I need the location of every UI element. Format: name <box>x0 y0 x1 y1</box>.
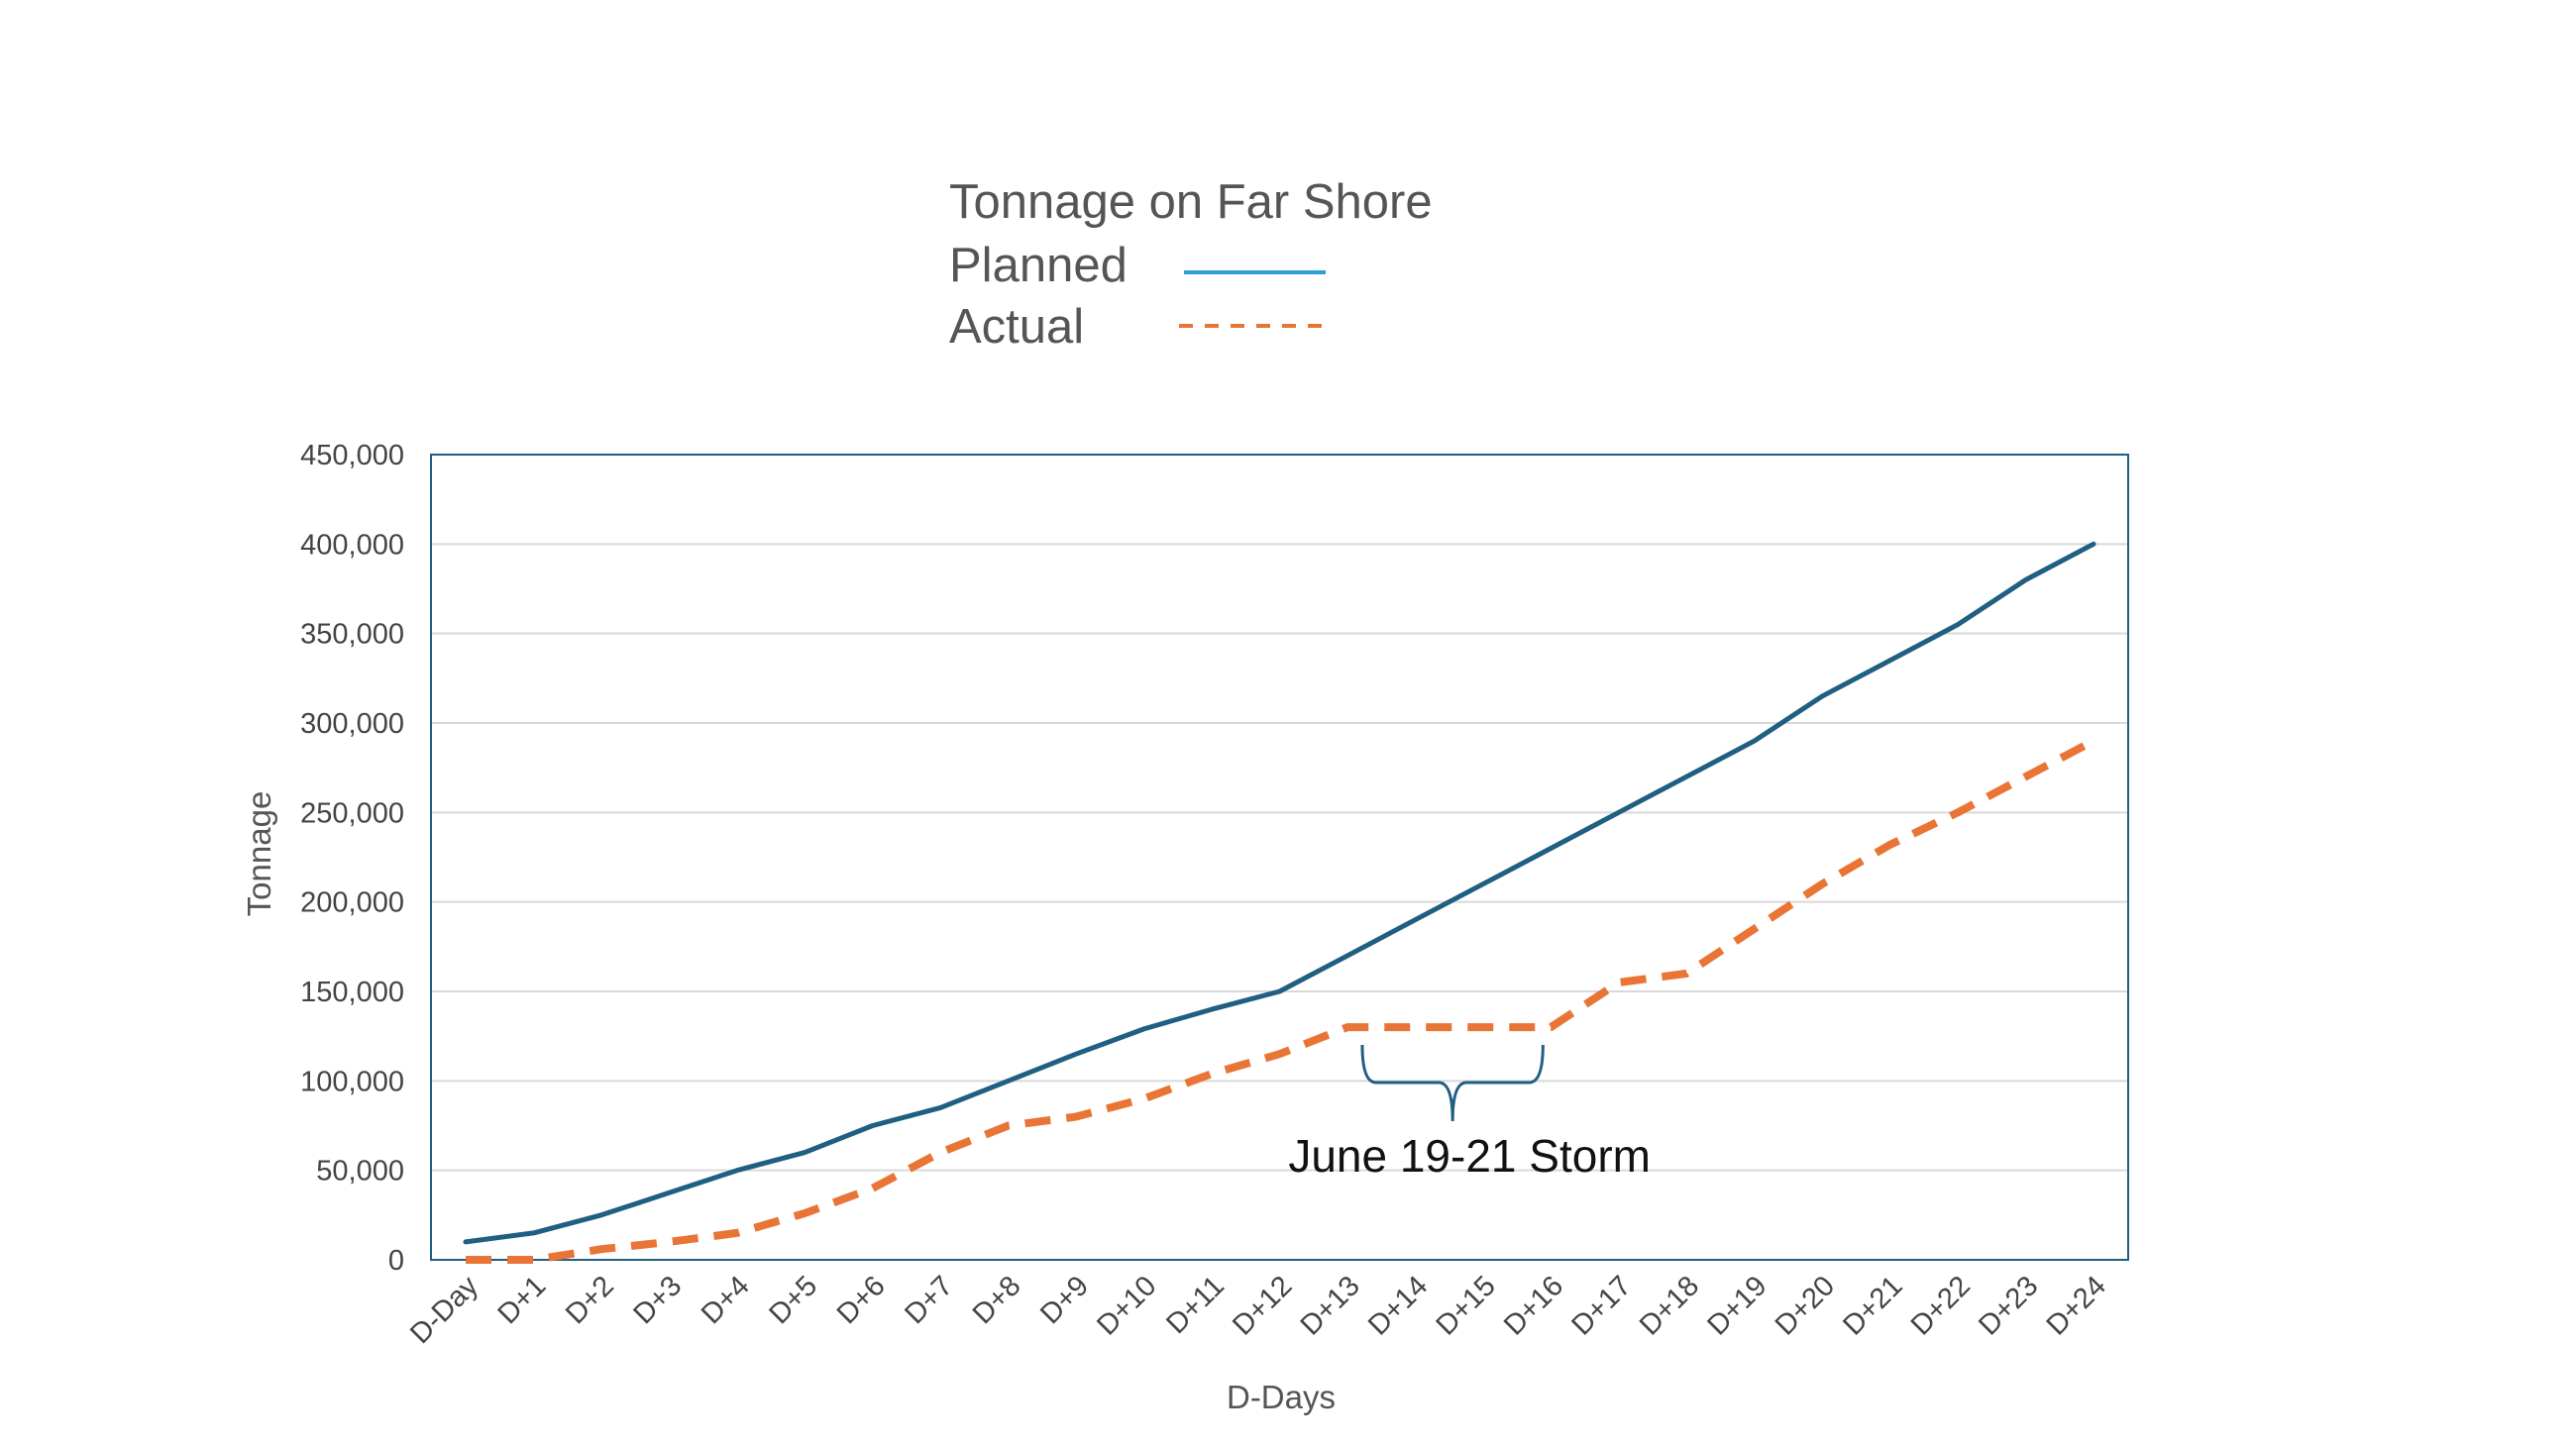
x-tick-label: D+13 <box>1295 1270 1366 1341</box>
x-tick-label: D+5 <box>763 1270 823 1330</box>
x-axis-ticks: D-Day D+1 D+2 D+3 D+4 D+5 D+6 D+7 D+8 D+9D+10D+11… <box>404 1270 2112 1350</box>
x-tick-label: D+15 <box>1431 1270 1502 1341</box>
x-tick-label: D+18 <box>1634 1270 1705 1341</box>
x-tick-label: D-Day <box>404 1270 484 1350</box>
x-tick-label: D+19 <box>1701 1270 1772 1341</box>
chart-title: Tonnage on Far Shore <box>949 175 1433 229</box>
legend-label-actual: Actual <box>949 300 1084 354</box>
y-tick-label: 300,000 <box>300 708 404 740</box>
x-tick-label: D+16 <box>1498 1270 1569 1341</box>
x-tick-label: D+20 <box>1770 1270 1841 1341</box>
x-tick-label: D+12 <box>1227 1270 1298 1341</box>
gridlines <box>431 543 2128 1172</box>
x-tick-label: D+9 <box>1034 1270 1095 1330</box>
x-axis-title: D-Days <box>1227 1379 1336 1415</box>
y-axis-title: Tonnage <box>241 791 277 917</box>
x-tick-label: D+1 <box>492 1270 553 1330</box>
annotation-layer: June 19-21 Storm <box>1288 1044 1651 1182</box>
x-tick-label: D+2 <box>560 1270 620 1330</box>
x-tick-label: D+8 <box>967 1270 1027 1330</box>
series-line-planned <box>463 541 2096 1245</box>
x-tick-label: D+6 <box>831 1270 892 1330</box>
y-tick-label: 350,000 <box>300 619 404 651</box>
legend-label-planned: Planned <box>949 239 1127 292</box>
x-tick-label: D+21 <box>1837 1270 1908 1341</box>
x-tick-label: D+11 <box>1160 1270 1231 1340</box>
y-tick-label: 0 <box>388 1245 404 1277</box>
y-tick-label: 450,000 <box>300 440 404 471</box>
x-tick-label: D+10 <box>1091 1270 1162 1341</box>
x-tick-label: D+17 <box>1566 1270 1638 1341</box>
series-line-actual <box>466 737 2095 1264</box>
storm-brace <box>1360 1044 1545 1122</box>
x-tick-label: D+4 <box>696 1270 756 1330</box>
x-tick-label: D+22 <box>1905 1270 1977 1341</box>
x-tick-label: D+3 <box>628 1270 689 1330</box>
y-tick-label: 100,000 <box>300 1066 404 1097</box>
plot-area <box>430 454 2129 1261</box>
y-tick-label: 150,000 <box>300 977 404 1008</box>
y-tick-label: 250,000 <box>300 797 404 829</box>
series-layer <box>463 541 2096 1264</box>
x-tick-label: D+23 <box>1973 1270 2044 1341</box>
y-axis-ticks: 0 50,000 100,000 150,000 200,000 250,000 300,0… <box>300 440 404 1277</box>
x-tick-label: D+24 <box>2041 1270 2112 1341</box>
y-tick-label: 200,000 <box>300 887 404 919</box>
storm-annotation: June 19-21 Storm <box>1288 1130 1651 1182</box>
y-tick-label: 400,000 <box>300 529 404 561</box>
x-tick-label: D+14 <box>1362 1270 1434 1341</box>
x-tick-label: D+7 <box>899 1270 959 1330</box>
y-tick-label: 50,000 <box>316 1156 404 1188</box>
